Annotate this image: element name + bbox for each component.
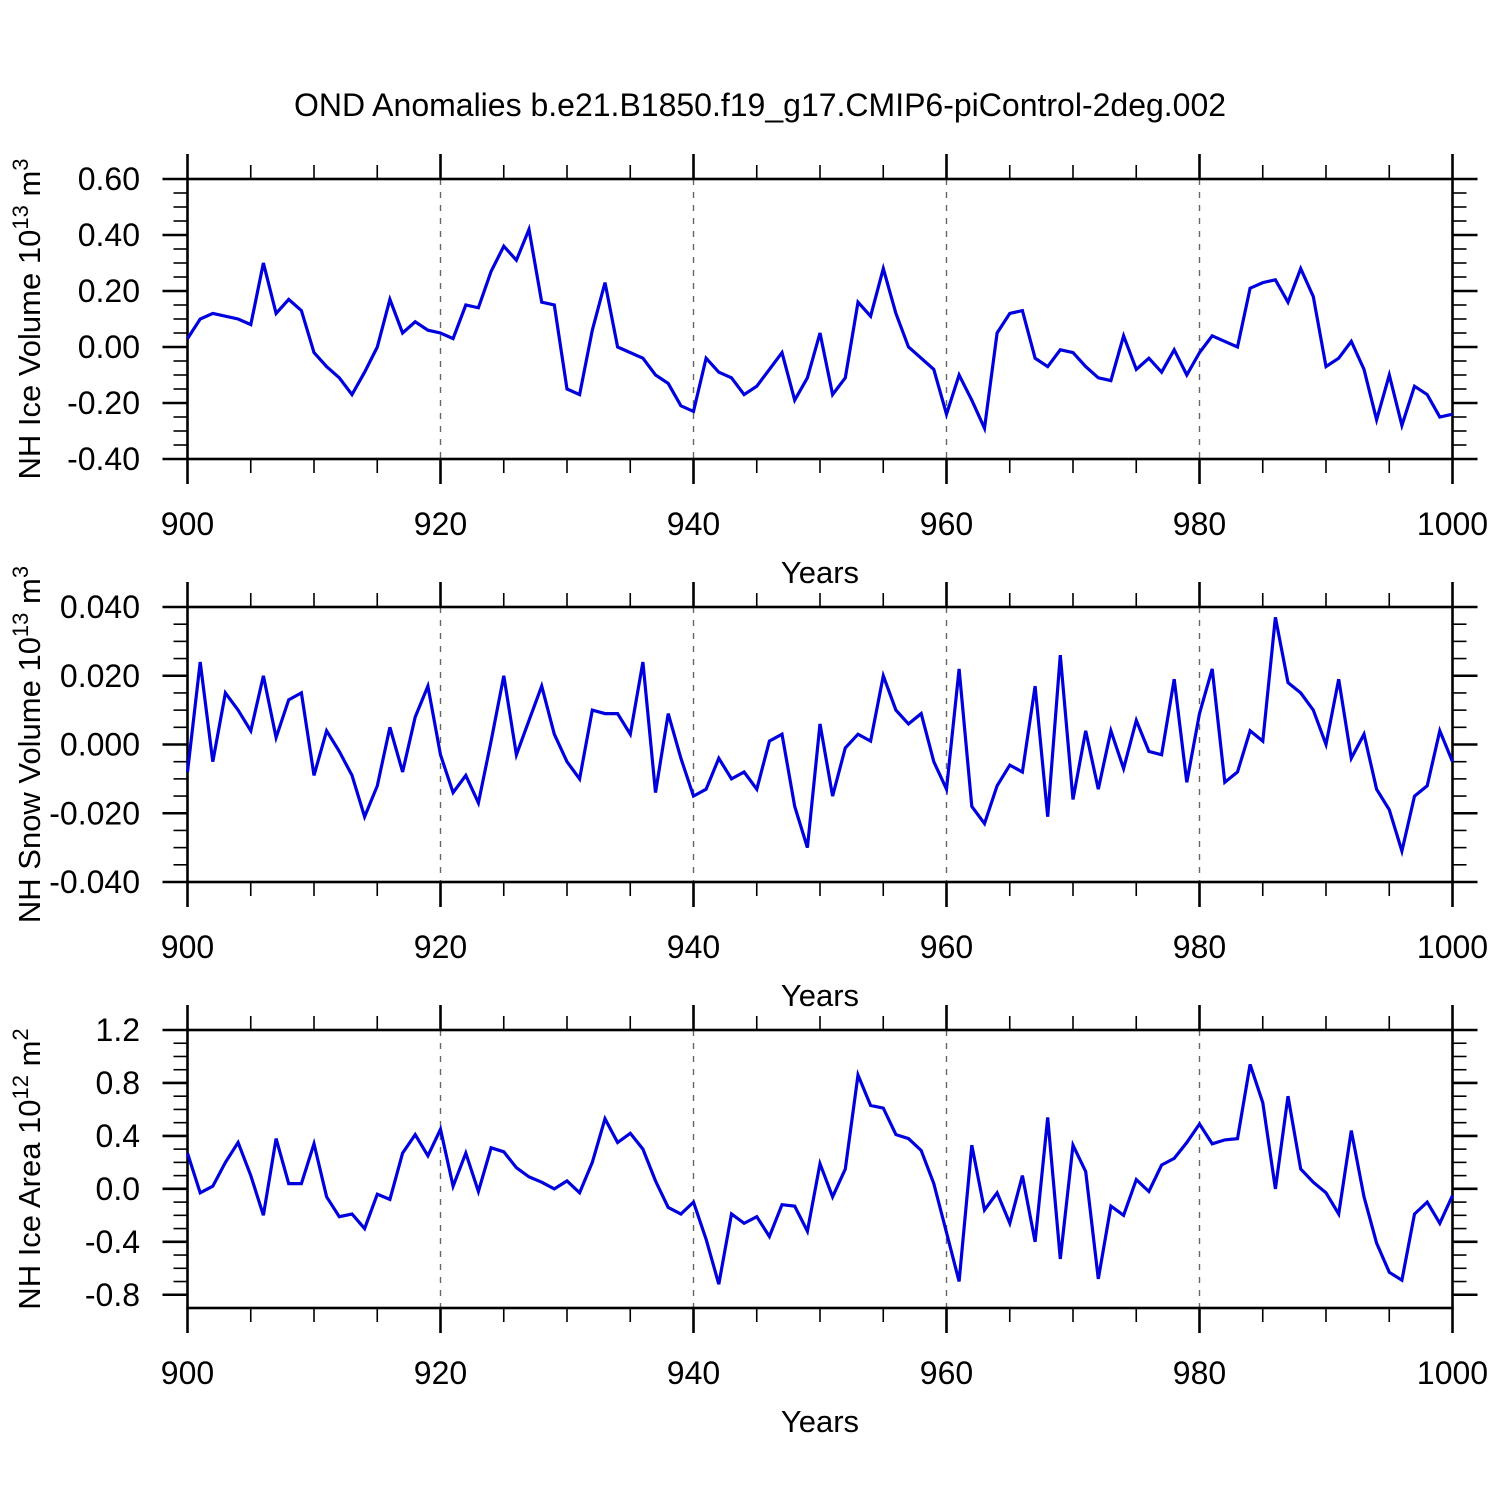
- chart-nh-ice-area: 900 920 940 960 980 1000 1.2 0.8 0.4 0.0 -0.4 -0.8 N…: [8, 1005, 1488, 1439]
- plot-box: [186, 605, 1454, 884]
- x-tick-label: 1000: [1417, 929, 1488, 965]
- x-tick-label: 1000: [1417, 1355, 1488, 1391]
- y-axis-title-superscript: 13: [8, 613, 33, 637]
- y-tick-label: 0.000: [60, 727, 140, 763]
- y-tick-label: 0.60: [78, 161, 140, 197]
- y-tick-label: -0.40: [67, 441, 140, 477]
- y-tick-label: 0.4: [96, 1118, 140, 1154]
- x-tick-label: 960: [920, 929, 973, 965]
- y-axis-title-text: NH Ice Volume 10: [12, 230, 47, 480]
- y-tick-label: -0.020: [49, 795, 140, 831]
- y-tick-label: 0.00: [78, 329, 140, 365]
- y-tick-label: -0.20: [67, 385, 140, 421]
- y-axis-title-superscript: 13: [8, 205, 33, 229]
- y-tick-label: -0.4: [85, 1224, 140, 1260]
- x-tick-label: 920: [414, 506, 467, 542]
- y-axis-title-superscript: 12: [8, 1075, 33, 1099]
- chart-nh-snow-volume: 900 920 940 960 980 1000 0.040 0.020 0.000 -0.020…: [8, 566, 1488, 1013]
- y-axis-title: NH Ice Area 1012 m2: [8, 1028, 47, 1309]
- data-series-line: [186, 223, 1453, 434]
- x-tick-label: 980: [1173, 929, 1226, 965]
- x-tick-label: 900: [161, 929, 214, 965]
- data-series-line: [185, 616, 1454, 858]
- x-tick-label: 980: [1173, 506, 1226, 542]
- y-tick-label: 0.020: [60, 658, 140, 694]
- x-tick-label: 900: [161, 1355, 214, 1391]
- y-axis-title-text: NH Snow Volume 10: [12, 637, 47, 923]
- y-tick-label: 0.040: [60, 589, 140, 625]
- y-axis-title: NH Ice Volume 1013 m3: [8, 158, 47, 479]
- y-tick-label: 1.2: [96, 1012, 140, 1048]
- x-tick-label: 900: [161, 506, 214, 542]
- y-axis-title-superscript: 2: [8, 1028, 33, 1040]
- x-tick-label: 940: [667, 1355, 720, 1391]
- charts-root: 900 920 940 960 980 1000 0.60 0.40 0.20 0.00 -0.20…: [8, 154, 1488, 1439]
- x-axis-title: Years: [781, 1404, 859, 1439]
- y-tick-label: -0.8: [85, 1277, 140, 1313]
- y-tick-label: 0.20: [78, 273, 140, 309]
- x-axis-title: Years: [781, 978, 859, 1013]
- y-axis-title: NH Snow Volume 1013 m3: [8, 566, 47, 923]
- y-axis-title-superscript: 3: [8, 158, 33, 170]
- y-tick-label: 0.8: [96, 1065, 140, 1101]
- y-axis-title-text: m: [12, 171, 47, 205]
- data-series-line: [185, 1063, 1454, 1285]
- x-tick-label: 980: [1173, 1355, 1226, 1391]
- figure-title: OND Anomalies b.e21.B1850.f19_g17.CMIP6-…: [294, 87, 1226, 123]
- y-axis-title-text: m: [12, 1041, 47, 1075]
- x-tick-label: 960: [920, 1355, 973, 1391]
- y-tick-label: 0.40: [78, 217, 140, 253]
- plot-box: [186, 177, 1454, 461]
- x-axis-title: Years: [781, 555, 859, 590]
- x-tick-label: 940: [667, 506, 720, 542]
- x-tick-label: 1000: [1417, 506, 1488, 542]
- y-axis-title-text: NH Ice Area 10: [12, 1099, 47, 1309]
- y-tick-label: 0.0: [96, 1171, 140, 1207]
- x-tick-label: 920: [414, 929, 467, 965]
- chart-nh-ice-volume: 900 920 940 960 980 1000 0.60 0.40 0.20 0.00 -0.20…: [8, 154, 1488, 590]
- x-tick-label: 920: [414, 1355, 467, 1391]
- x-tick-label: 940: [667, 929, 720, 965]
- y-axis-title-superscript: 3: [8, 566, 33, 578]
- y-axis-title-text: m: [12, 578, 47, 612]
- y-tick-label: -0.040: [49, 864, 140, 900]
- x-tick-label: 960: [920, 506, 973, 542]
